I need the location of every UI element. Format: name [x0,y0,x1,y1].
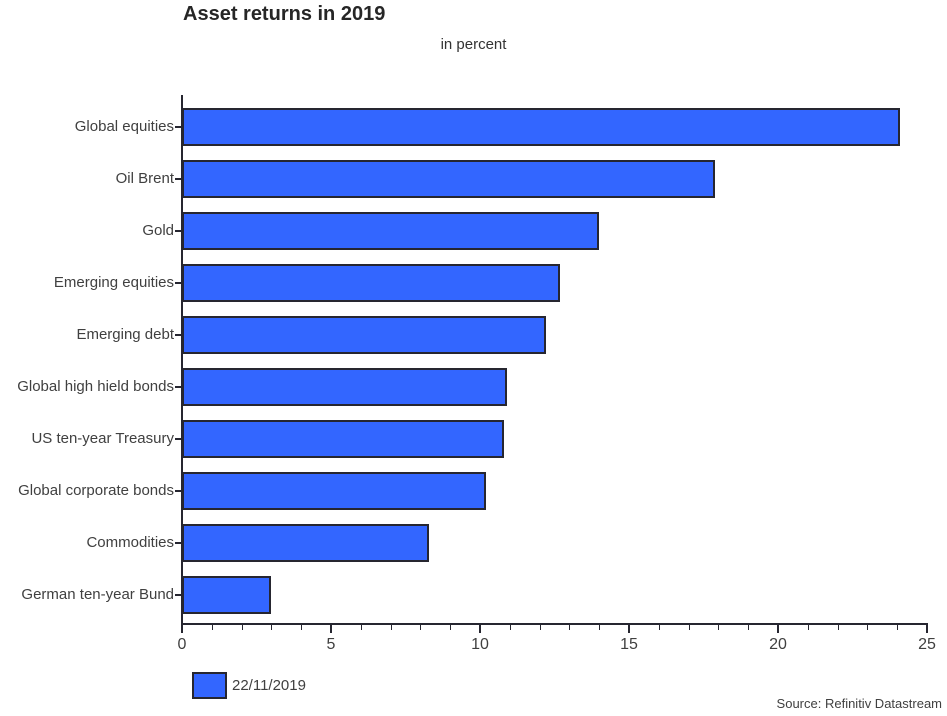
y-axis-line [181,95,183,625]
x-tick-label: 10 [471,636,489,653]
category-label: Global equities [74,118,174,135]
bar [182,264,560,302]
x-tick-label: 20 [769,636,787,653]
category-tick [175,438,182,440]
legend-label: 22/11/2019 [232,677,306,694]
x-minor-tick [688,625,690,630]
x-minor-tick [539,625,541,630]
x-minor-tick [897,625,899,630]
category-label: Global high hield bonds [17,378,174,395]
category-label: Commodities [86,534,174,551]
bar [182,576,271,614]
bar [182,108,900,146]
x-minor-tick [599,625,601,630]
x-minor-tick [867,625,869,630]
bar [182,524,429,562]
x-major-tick [777,625,779,633]
category-tick [175,542,182,544]
category-label: German ten-year Bund [21,586,174,603]
x-major-tick [628,625,630,633]
x-minor-tick [271,625,273,630]
bar [182,160,715,198]
category-label: Gold [142,222,174,239]
category-tick [175,386,182,388]
x-major-tick [181,625,183,633]
source-note: Source: Refinitiv Datastream [776,696,942,711]
chart-title: Asset returns in 2019 [183,3,386,25]
x-tick-label: 0 [177,636,187,653]
legend-swatch [192,672,227,699]
x-minor-tick [390,625,392,630]
chart-subtitle: in percent [440,36,507,53]
x-minor-tick [420,625,422,630]
bar [182,420,504,458]
x-minor-tick [211,625,213,630]
x-minor-tick [301,625,303,630]
category-tick [175,230,182,232]
x-minor-tick [718,625,720,630]
bar [182,316,546,354]
x-major-tick [479,625,481,633]
category-tick [175,490,182,492]
x-minor-tick [569,625,571,630]
x-minor-tick [241,625,243,630]
x-minor-tick [450,625,452,630]
x-major-tick [330,625,332,633]
bar [182,472,486,510]
x-axis-line [181,623,928,625]
bar [182,368,507,406]
x-minor-tick [509,625,511,630]
x-minor-tick [837,625,839,630]
category-label: Emerging equities [53,274,174,291]
x-tick-label: 5 [326,636,336,653]
category-label: Oil Brent [115,170,174,187]
x-minor-tick [360,625,362,630]
category-label: US ten-year Treasury [31,430,174,447]
x-minor-tick [807,625,809,630]
x-tick-label: 15 [620,636,638,653]
category-tick [175,594,182,596]
category-tick [175,178,182,180]
x-tick-label: 25 [918,636,936,653]
category-tick [175,126,182,128]
category-label: Global corporate bonds [18,482,174,499]
legend: 22/11/2019 [192,672,306,699]
category-tick [175,334,182,336]
x-minor-tick [658,625,660,630]
bar [182,212,599,250]
category-label: Emerging debt [76,326,174,343]
category-tick [175,282,182,284]
x-minor-tick [748,625,750,630]
x-major-tick [926,625,928,633]
